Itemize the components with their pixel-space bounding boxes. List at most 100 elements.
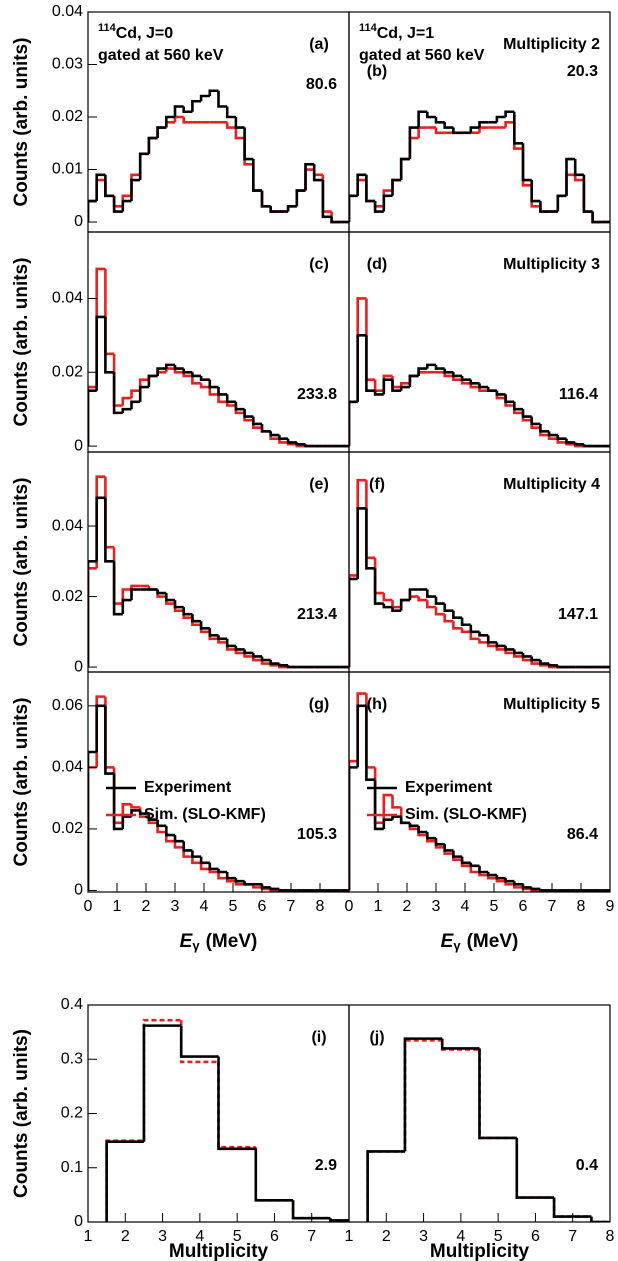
- histogram-bin: [156, 370, 167, 376]
- panel-label: (e): [309, 476, 329, 493]
- histogram-bin: [295, 189, 306, 207]
- histogram-bin: [443, 122, 454, 129]
- legend-label: Experiment: [405, 779, 493, 796]
- x-tick-label: 3: [158, 1228, 167, 1245]
- histogram-bin: [291, 1200, 331, 1220]
- histogram-bin: [217, 868, 228, 874]
- histogram-bin: [552, 1197, 592, 1218]
- histogram-bin: [486, 872, 497, 877]
- histogram-bin: [478, 1049, 517, 1140]
- histogram-bin: [443, 368, 454, 374]
- histogram-bin: [349, 400, 358, 447]
- histogram-bin: [225, 106, 236, 119]
- x-tick-label: 8: [316, 898, 325, 915]
- subscript: γ: [192, 938, 200, 953]
- histogram-bin: [478, 383, 489, 389]
- histogram-bin: [165, 120, 175, 128]
- histogram-bin: [426, 589, 436, 598]
- histogram-bin: [217, 1061, 256, 1149]
- histogram-bin: [460, 375, 471, 381]
- histogram-bin: [513, 649, 523, 655]
- mass-number: 114: [359, 22, 378, 34]
- histogram-bin: [130, 588, 141, 601]
- histogram-bin: [573, 159, 584, 177]
- histogram-bin: [234, 878, 245, 883]
- y-axis-label: Counts (arb. units): [11, 478, 32, 647]
- histogram-bin: [252, 159, 262, 192]
- fit-value: 20.3: [567, 63, 598, 80]
- y-axis-label: Counts (arb. units): [11, 1029, 32, 1198]
- histogram-bin: [138, 385, 149, 402]
- histogram-bin: [269, 206, 280, 213]
- y-axis-label: Counts (arb. units): [11, 258, 32, 427]
- x-tick-label: 7: [287, 898, 296, 915]
- nucleus-label: 114Cd, J=0: [98, 22, 173, 42]
- histogram-bin: [513, 401, 523, 411]
- histogram-bin: [530, 180, 541, 203]
- histogram-bin: [591, 211, 602, 224]
- histogram-bin: [460, 617, 471, 627]
- histogram-bin: [104, 497, 115, 563]
- histogram-bin: [356, 297, 367, 402]
- histogram-bin: [217, 90, 228, 108]
- histogram-bin: [356, 334, 367, 402]
- histogram-bin: [173, 835, 184, 843]
- panel-label: (b): [367, 63, 387, 80]
- histogram-bin: [356, 704, 367, 768]
- symbol: E: [441, 931, 455, 952]
- histogram-bin: [112, 773, 123, 831]
- histogram-bin: [234, 401, 245, 411]
- histogram-bin: [243, 138, 254, 166]
- multiplicity-label: Multiplicity 5: [503, 696, 600, 713]
- histogram-bin: [95, 178, 106, 202]
- histogram-bin: [243, 127, 254, 161]
- histogram-bin: [199, 383, 210, 389]
- histogram-bin: [278, 663, 289, 667]
- histogram-bin: [329, 1218, 349, 1222]
- x-tick-label: 7: [548, 898, 557, 915]
- histogram-bin: [112, 547, 123, 605]
- histogram-bin: [191, 375, 202, 385]
- y-tick-label: 0.02: [52, 820, 83, 837]
- y-tick-label: 0: [74, 437, 83, 454]
- histogram-bin: [330, 216, 341, 224]
- histogram-bin: [382, 818, 393, 829]
- x-tick-label: 3: [432, 898, 441, 915]
- gate-label: gated at 560 keV: [98, 47, 224, 64]
- histogram-bin: [349, 194, 358, 223]
- histogram-bin: [408, 374, 419, 388]
- histogram-bin: [495, 115, 506, 123]
- histogram-bin: [112, 195, 123, 213]
- histogram-bin: [391, 795, 402, 809]
- histogram-bin: [434, 607, 445, 616]
- histogram-bin: [252, 652, 262, 658]
- histogram-bin: [452, 850, 463, 858]
- histogram-bin: [130, 400, 141, 410]
- histogram-bin: [121, 588, 132, 604]
- histogram-bin: [199, 862, 210, 871]
- histogram-bin: [365, 705, 376, 781]
- histogram-bin: [530, 416, 541, 426]
- histogram-bin: [295, 442, 306, 446]
- histogram-bin: [391, 178, 402, 196]
- histogram-bin: [521, 884, 532, 889]
- plot-area: [349, 110, 610, 224]
- histogram-bin: [243, 409, 254, 418]
- histogram-bin: [217, 635, 228, 641]
- histogram-bin: [573, 442, 584, 446]
- plot-area: [349, 478, 610, 669]
- histogram-bin: [225, 638, 236, 648]
- histogram-bin: [156, 822, 167, 834]
- histogram-bin: [104, 174, 115, 198]
- y-tick-label: 0.1: [61, 1159, 83, 1176]
- y-tick-label: 0.02: [52, 588, 83, 605]
- histogram-bin: [191, 614, 202, 623]
- histogram-bin: [530, 185, 541, 208]
- histogram-bin: [373, 201, 384, 208]
- x-tick-label: 2: [382, 1228, 391, 1245]
- histogram-bin: [495, 390, 506, 396]
- y-tick-label: 0: [74, 1213, 83, 1230]
- y-tick-label: 0: [74, 213, 83, 230]
